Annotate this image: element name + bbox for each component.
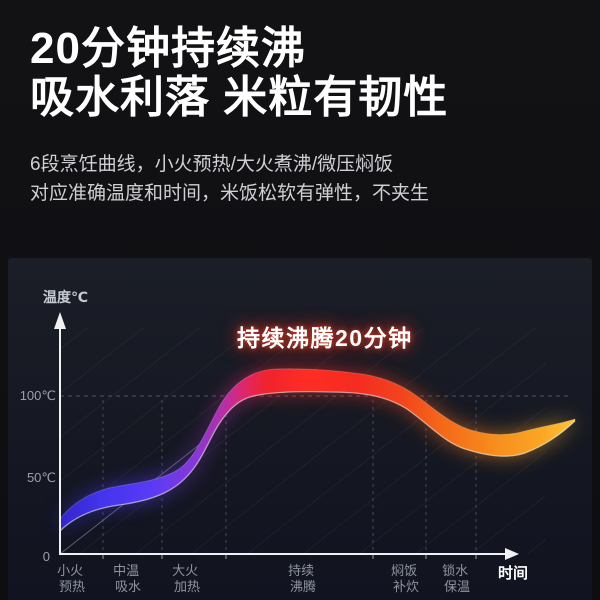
phase-label-heat: 大火 加热 [172,563,202,594]
phase-label-simmer: 焖饭 补炊 [391,563,421,594]
title-line-2: 吸水利落 米粒有韧性 [30,73,449,122]
subtitle-line-2: 对应准确温度和时间，米饭松软有弹性，不夹生 [30,183,430,204]
page-title: 20分钟持续沸 吸水利落 米粒有韧性 [30,24,448,122]
subtitle-line-1: 6段烹饪曲线，小火预热/大火煮沸/微压焖饭 [30,154,394,175]
x-axis-arrow-icon [505,548,519,560]
y-axis-title: 温度℃ [43,289,88,305]
phase-label-keepwarm: 锁水 保温 [442,563,472,594]
phase-label-absorb: 中温 吸水 [113,563,143,594]
y-tick-0: 0 [43,549,50,564]
temperature-chart: 温度℃ 100℃ 50℃ 0 时间 小火 预热 中温 吸水 大火 加热 持续 沸… [20,289,576,594]
y-tick-100: 100℃ [20,388,56,403]
phase-label-boil: 持续 沸腾 [288,563,318,594]
y-axis-arrow-icon [54,312,66,329]
x-axis-ticks [102,554,477,559]
y-tick-50: 50℃ [27,470,56,485]
temperature-curve [59,368,576,533]
chart-annotation: 持续沸腾20分钟 [237,325,413,351]
subtitle: 6段烹饪曲线，小火预热/大火煮沸/微压焖饭 对应准确温度和时间，米饭松软有弹性，… [30,150,429,208]
curve-bottom-rim [59,391,576,532]
title-line-1: 20分钟持续沸 [30,24,306,73]
temperature-chart-panel: 温度℃ 100℃ 50℃ 0 时间 小火 预热 中温 吸水 大火 加热 持续 沸… [8,258,592,600]
phase-label-preheat: 小火 预热 [57,563,87,594]
x-axis-title: 时间 [498,564,528,582]
header: 20分钟持续沸 吸水利落 米粒有韧性 [30,24,448,122]
